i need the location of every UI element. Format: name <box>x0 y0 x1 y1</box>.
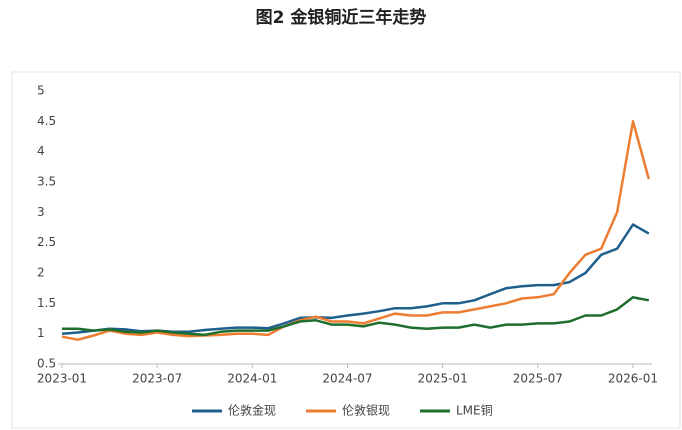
y-tick-label: 4 <box>37 144 45 158</box>
x-tick-label: 2023-01 <box>37 372 87 386</box>
chart-title: 图2 金银铜近三年走势 <box>256 7 427 28</box>
chart-frame <box>11 71 681 429</box>
y-tick-label: 5 <box>37 84 45 98</box>
y-tick-label: 2 <box>37 266 45 280</box>
y-tick-label: 4.5 <box>37 114 56 128</box>
x-tick-label: 2025-01 <box>418 372 468 386</box>
legend-label: 伦敦金现 <box>228 403 276 418</box>
x-tick-label: 2024-07 <box>322 372 372 386</box>
y-tick-label: 3 <box>37 205 45 219</box>
series-line <box>61 120 651 341</box>
y-tick-label: 3.5 <box>37 175 56 189</box>
x-tick-label: 2024-01 <box>227 372 277 386</box>
x-tick-label: 2023-07 <box>132 372 182 386</box>
y-tick-label: 1.5 <box>37 296 56 310</box>
legend-label: 伦敦银现 <box>342 403 390 418</box>
series-line <box>62 296 650 337</box>
x-tick-label: 2025-07 <box>513 372 563 386</box>
y-tick-label: 1 <box>37 326 45 340</box>
legend-label: LME铜 <box>456 403 493 418</box>
y-tick-label: 2.5 <box>37 235 56 249</box>
x-tick-label: 2026-01 <box>608 372 658 386</box>
y-tick-label: 0.5 <box>37 357 56 371</box>
